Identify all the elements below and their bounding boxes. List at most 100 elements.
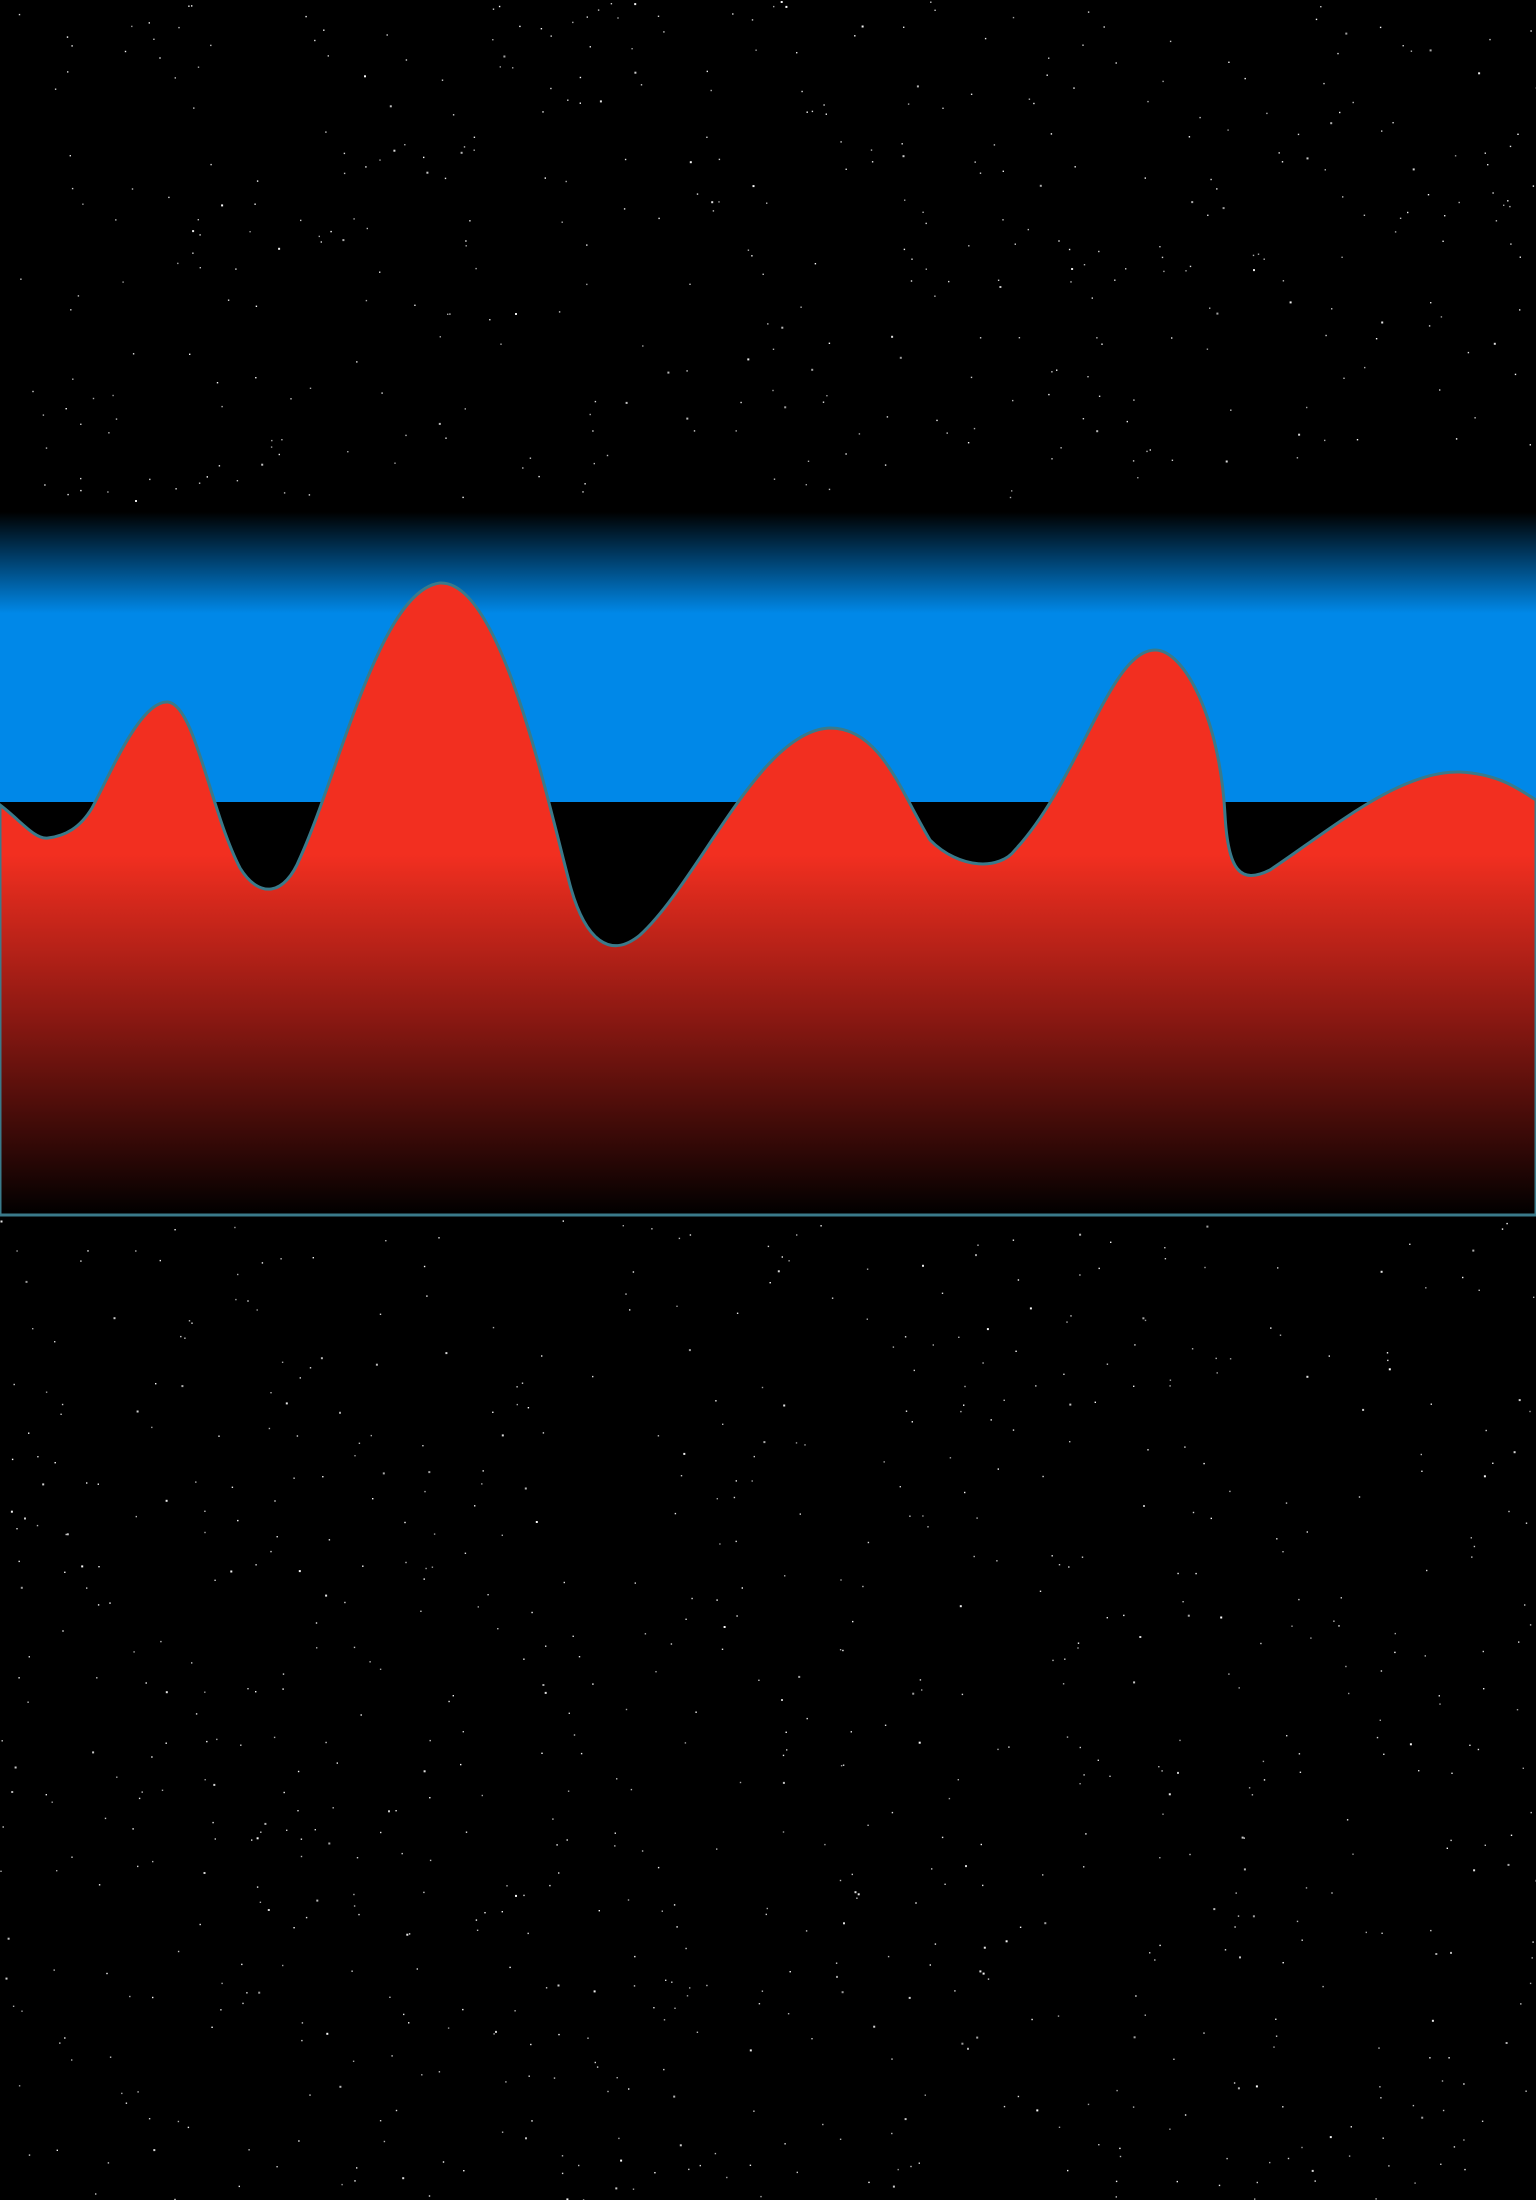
star [369, 1661, 371, 1663]
star [723, 1626, 726, 1628]
star [293, 1477, 295, 1479]
star [95, 2193, 97, 2195]
star [706, 136, 708, 138]
star [1144, 1319, 1147, 1322]
star [1299, 1771, 1302, 1773]
star [811, 2038, 813, 2040]
star [1474, 417, 1476, 419]
star [960, 1410, 962, 1413]
star [389, 105, 392, 108]
star [967, 2047, 969, 2050]
star [65, 408, 67, 410]
star [674, 2007, 676, 2009]
star [839, 2138, 842, 2140]
star [1478, 72, 1481, 75]
star [653, 2007, 655, 2009]
star [293, 1927, 295, 1929]
star [1210, 178, 1212, 181]
star [1082, 44, 1084, 46]
star [1039, 1590, 1042, 1592]
star [1147, 100, 1149, 103]
star [752, 185, 755, 188]
star [402, 2177, 405, 2180]
star [339, 2085, 342, 2088]
star [489, 319, 491, 321]
star [1306, 406, 1308, 409]
star [282, 1964, 284, 1967]
star [1348, 1692, 1350, 1695]
star [65, 1533, 67, 1536]
star [24, 1517, 26, 1520]
star [251, 1839, 253, 1841]
star [1188, 136, 1191, 138]
star [473, 149, 475, 151]
star [115, 219, 117, 221]
star [1425, 1287, 1427, 1289]
star [72, 378, 74, 380]
star [964, 1491, 966, 1494]
star [868, 2181, 870, 2184]
star [151, 1756, 153, 1758]
star [1505, 2042, 1508, 2044]
star [149, 478, 151, 481]
star [758, 1679, 760, 1681]
star [1356, 439, 1359, 441]
star [634, 3, 637, 6]
star [66, 36, 69, 38]
star [298, 1570, 301, 1573]
star [851, 1873, 853, 1876]
star [676, 1305, 678, 1307]
star [393, 149, 396, 152]
star [1484, 1844, 1486, 1846]
star [767, 1245, 770, 1248]
star [567, 99, 569, 101]
star [358, 1442, 361, 1444]
star [782, 1754, 785, 1757]
star [625, 1293, 627, 1295]
star [761, 1386, 764, 1389]
star [1324, 439, 1326, 442]
star [1331, 308, 1333, 310]
star [974, 161, 976, 163]
star [842, 1764, 845, 1766]
star [954, 1990, 956, 1992]
star [282, 1673, 285, 1675]
star [1218, 2184, 1221, 2187]
star [1062, 1683, 1065, 1685]
star [448, 1700, 450, 1703]
star [124, 50, 127, 53]
star [825, 113, 827, 115]
star [1339, 111, 1341, 114]
star [1244, 77, 1246, 80]
star [1169, 40, 1172, 43]
star [2, 1826, 4, 1828]
star [674, 1512, 677, 1515]
star [642, 345, 644, 347]
star [464, 408, 466, 410]
star [1070, 281, 1072, 283]
star [1051, 1555, 1053, 1557]
star [696, 193, 699, 195]
star [1142, 1317, 1145, 1320]
star [67, 71, 69, 73]
star [751, 1480, 753, 1482]
star [380, 1831, 382, 1834]
star [438, 1237, 440, 1239]
star [1451, 1772, 1453, 1774]
star [826, 395, 828, 397]
star [1091, 297, 1093, 299]
star [1375, 338, 1378, 340]
star [64, 2037, 66, 2039]
star [77, 295, 80, 297]
star [1213, 1908, 1216, 1911]
star [424, 1490, 426, 1493]
star [655, 1671, 657, 1673]
star [1378, 2047, 1380, 2049]
star [1472, 1249, 1475, 1252]
star [538, 475, 540, 478]
star [132, 1828, 134, 1830]
star [476, 1929, 479, 1931]
star [918, 1741, 921, 1744]
star [515, 1894, 517, 1897]
star [584, 483, 586, 485]
